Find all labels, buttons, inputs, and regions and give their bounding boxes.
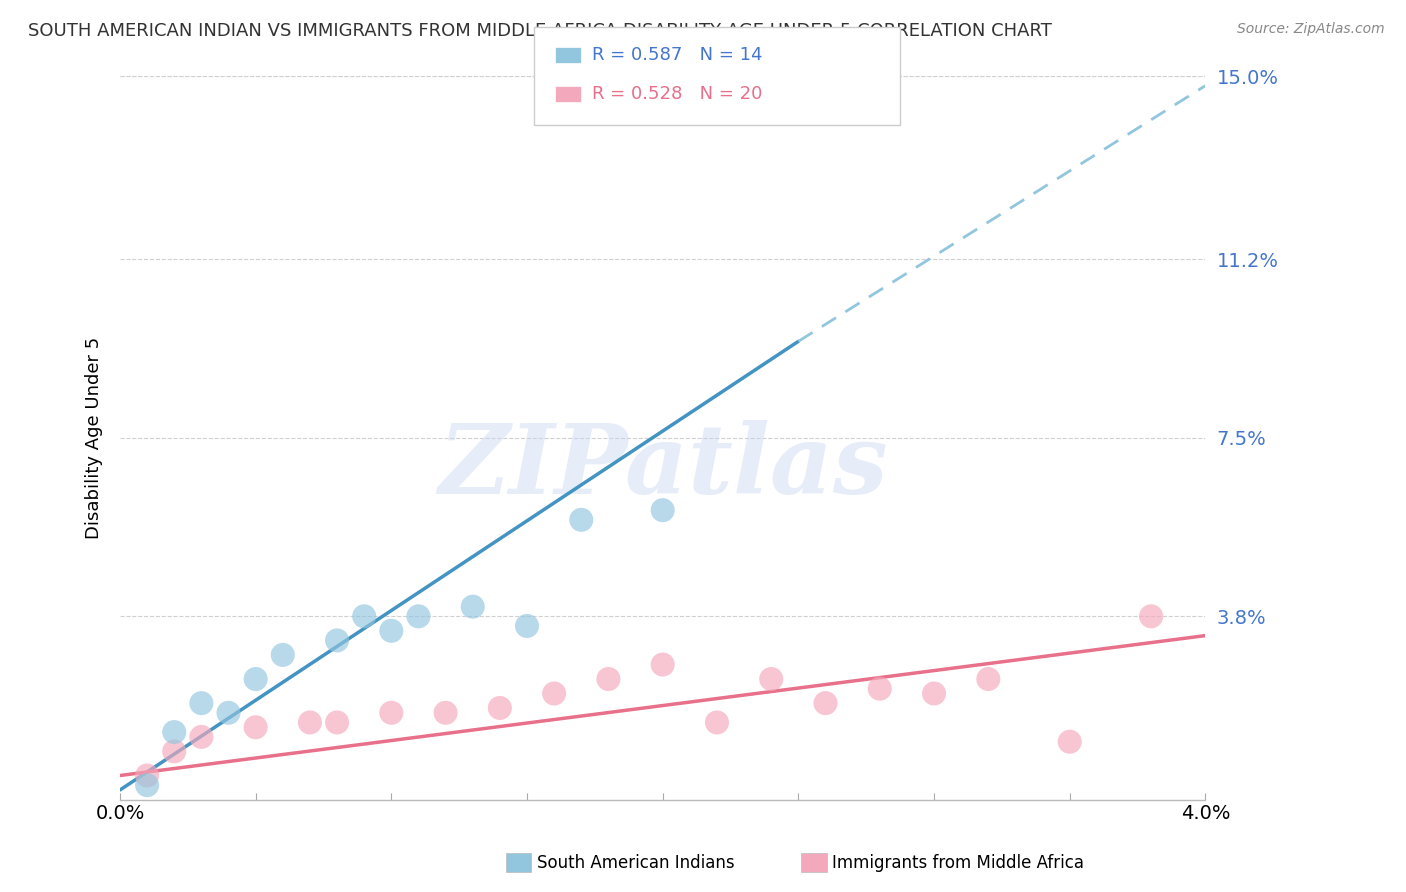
Point: [408, 609, 430, 624]
Point: [489, 701, 512, 715]
Text: ZIPatlas: ZIPatlas: [437, 420, 887, 514]
Point: [434, 706, 457, 720]
Text: Immigrants from Middle Africa: Immigrants from Middle Africa: [832, 854, 1084, 871]
Point: [380, 706, 402, 720]
Point: [136, 768, 159, 782]
Point: [651, 657, 673, 672]
Point: [651, 503, 673, 517]
Point: [326, 715, 349, 730]
Text: South American Indians: South American Indians: [537, 854, 735, 871]
Point: [380, 624, 402, 638]
Point: [245, 720, 267, 734]
Point: [869, 681, 891, 696]
Point: [706, 715, 728, 730]
Text: SOUTH AMERICAN INDIAN VS IMMIGRANTS FROM MIDDLE AFRICA DISABILITY AGE UNDER 5 CO: SOUTH AMERICAN INDIAN VS IMMIGRANTS FROM…: [28, 22, 1052, 40]
Point: [516, 619, 538, 633]
Point: [814, 696, 837, 710]
Point: [190, 696, 212, 710]
Point: [163, 725, 186, 739]
Point: [245, 672, 267, 686]
Point: [977, 672, 1000, 686]
Text: R = 0.587   N = 14: R = 0.587 N = 14: [592, 46, 762, 64]
Point: [1059, 735, 1081, 749]
Point: [271, 648, 294, 662]
Point: [190, 730, 212, 744]
Point: [136, 778, 159, 792]
Point: [163, 744, 186, 758]
Point: [569, 513, 592, 527]
Point: [922, 686, 945, 700]
Point: [353, 609, 375, 624]
Point: [326, 633, 349, 648]
Point: [761, 672, 783, 686]
Y-axis label: Disability Age Under 5: Disability Age Under 5: [86, 336, 103, 539]
Point: [461, 599, 484, 614]
Point: [1140, 609, 1163, 624]
Point: [598, 672, 620, 686]
Point: [543, 686, 565, 700]
Text: R = 0.528   N = 20: R = 0.528 N = 20: [592, 85, 762, 103]
Point: [298, 715, 321, 730]
Text: Source: ZipAtlas.com: Source: ZipAtlas.com: [1237, 22, 1385, 37]
Point: [218, 706, 240, 720]
